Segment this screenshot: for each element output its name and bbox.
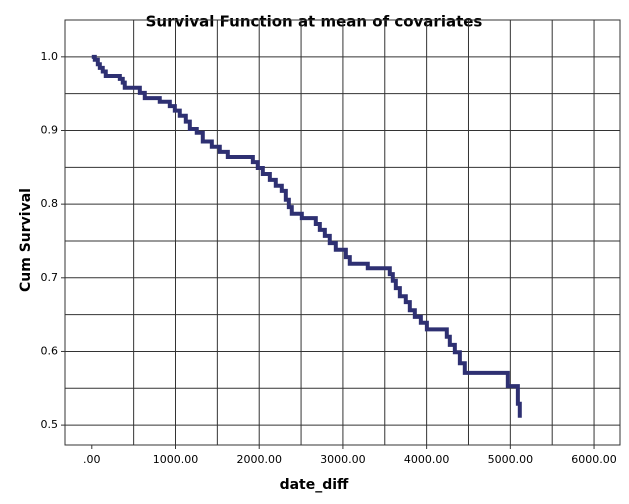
x-axis-label: date_diff bbox=[280, 477, 349, 493]
chart-title: Survival Function at mean of covariates bbox=[146, 13, 483, 31]
x-tick-label: 4000.00 bbox=[404, 453, 450, 466]
x-tick-label: 5000.00 bbox=[488, 453, 534, 466]
y-tick-label: 0.7 bbox=[41, 271, 59, 284]
x-tick-label: 2000.00 bbox=[236, 453, 282, 466]
y-tick-label: 0.9 bbox=[41, 123, 59, 136]
x-tick-label: 1000.00 bbox=[153, 453, 199, 466]
y-tick-label: 1.0 bbox=[41, 50, 59, 63]
y-axis-label: Cum Survival bbox=[18, 188, 34, 292]
y-tick-label: 0.8 bbox=[41, 197, 59, 210]
y-tick-label: 0.5 bbox=[41, 418, 59, 431]
x-tick-label: 6000.00 bbox=[571, 453, 617, 466]
x-tick-label: .00 bbox=[83, 453, 101, 466]
x-tick-label: 3000.00 bbox=[320, 453, 366, 466]
survival-line bbox=[91, 54, 522, 418]
y-tick-label: 0.6 bbox=[41, 344, 59, 357]
